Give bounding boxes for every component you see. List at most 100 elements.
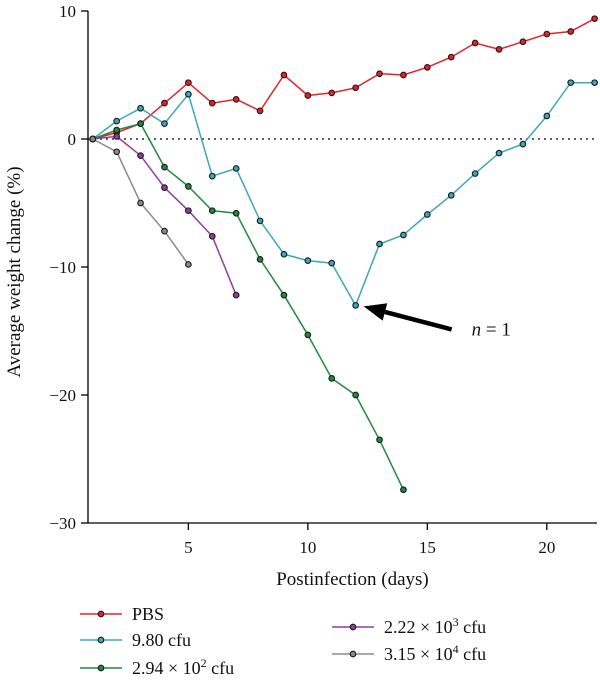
data-point bbox=[208, 232, 216, 240]
legend-swatch-marker bbox=[349, 623, 357, 631]
data-point bbox=[376, 70, 383, 78]
data-point bbox=[304, 257, 312, 264]
data-point bbox=[304, 331, 312, 339]
legend-swatch-marker bbox=[97, 610, 105, 618]
data-point bbox=[280, 250, 288, 258]
series-1 bbox=[89, 79, 598, 309]
y-tick-label: −30 bbox=[49, 514, 76, 533]
series-line bbox=[92, 18, 595, 140]
data-point bbox=[447, 53, 455, 61]
data-point bbox=[352, 84, 359, 92]
data-point bbox=[185, 183, 192, 190]
data-point bbox=[113, 126, 121, 134]
data-point bbox=[304, 92, 312, 99]
data-point bbox=[376, 436, 383, 444]
data-point bbox=[328, 375, 336, 382]
data-point bbox=[185, 90, 192, 98]
series-2 bbox=[89, 120, 407, 494]
data-point bbox=[161, 163, 168, 171]
legend-swatch-marker bbox=[97, 636, 105, 644]
data-point bbox=[519, 140, 527, 148]
legend-label: 9.80 cfu bbox=[132, 630, 191, 650]
data-point bbox=[113, 148, 121, 156]
legend-item: 2.22 × 103 cfu bbox=[332, 615, 486, 637]
data-point bbox=[137, 104, 144, 112]
data-point bbox=[400, 71, 407, 79]
data-point bbox=[567, 79, 575, 87]
data-point bbox=[137, 152, 144, 159]
x-tick-label: 15 bbox=[419, 538, 436, 557]
legend-item: PBS bbox=[80, 604, 164, 624]
data-point bbox=[185, 207, 192, 215]
data-point bbox=[185, 79, 192, 87]
y-tick-label: −20 bbox=[49, 386, 76, 405]
data-point bbox=[376, 240, 383, 248]
data-point bbox=[280, 291, 288, 299]
data-point bbox=[519, 38, 527, 46]
data-point bbox=[256, 255, 264, 263]
x-tick-label: 10 bbox=[299, 538, 316, 557]
axes bbox=[87, 11, 597, 524]
data-point bbox=[423, 211, 431, 218]
legend-item: 3.15 × 104 cfu bbox=[332, 642, 486, 664]
data-point bbox=[352, 391, 359, 399]
data-point bbox=[208, 172, 216, 180]
annotation-layer: n = 1 bbox=[363, 303, 511, 340]
data-point bbox=[256, 107, 264, 115]
data-point bbox=[161, 99, 168, 107]
legend-label: 2.94 × 102 cfu bbox=[132, 656, 234, 678]
data-point bbox=[352, 302, 359, 309]
data-point bbox=[447, 191, 455, 199]
y-tick-label: −10 bbox=[49, 258, 76, 277]
data-point bbox=[208, 99, 216, 107]
data-point bbox=[495, 46, 503, 53]
ticks: 10 0 −10 −20 −30 5 10 15 20 bbox=[49, 2, 555, 557]
data-point bbox=[328, 259, 336, 267]
legend-label: PBS bbox=[132, 604, 164, 624]
data-point bbox=[232, 95, 240, 103]
data-point bbox=[400, 486, 407, 494]
legend-swatch-marker bbox=[349, 650, 357, 658]
y-axis-label: Average weight change (%) bbox=[4, 166, 25, 377]
legend-label: 2.22 × 103 cfu bbox=[384, 615, 486, 637]
data-point bbox=[161, 227, 168, 235]
data-point bbox=[280, 71, 288, 79]
data-point bbox=[208, 207, 216, 215]
data-point bbox=[185, 261, 192, 268]
data-point bbox=[113, 117, 121, 125]
series-3 bbox=[89, 133, 240, 299]
data-point bbox=[423, 63, 431, 71]
data-point bbox=[543, 30, 551, 38]
data-point bbox=[232, 209, 240, 217]
data-point bbox=[161, 120, 168, 127]
x-tick-label: 20 bbox=[538, 538, 555, 557]
x-axis-label: Postinfection (days) bbox=[276, 569, 429, 590]
data-point bbox=[328, 89, 336, 97]
data-point bbox=[591, 79, 598, 87]
legend: PBS 9.80 cfu 2.94 × 102 cfu 2.22 × 103 cfu 3… bbox=[80, 604, 486, 678]
data-point bbox=[137, 120, 144, 127]
data-point bbox=[137, 199, 144, 207]
data-point bbox=[113, 133, 121, 140]
data-point bbox=[471, 170, 479, 177]
data-point bbox=[256, 217, 264, 225]
legend-item: 2.94 × 102 cfu bbox=[80, 656, 234, 678]
data-point bbox=[471, 39, 479, 47]
data-point bbox=[232, 291, 240, 299]
data-point bbox=[495, 149, 503, 157]
data-point bbox=[567, 28, 575, 35]
y-tick-label: 0 bbox=[68, 130, 77, 149]
series-line bbox=[92, 81, 595, 308]
series-line bbox=[92, 122, 405, 491]
legend-label: 3.15 × 104 cfu bbox=[384, 642, 486, 664]
data-point bbox=[400, 231, 407, 239]
data-point bbox=[543, 112, 551, 120]
legend-swatch-marker bbox=[97, 664, 105, 672]
annotation-arrow bbox=[384, 309, 453, 332]
x-tick-label: 5 bbox=[184, 538, 193, 557]
data-point bbox=[232, 165, 240, 172]
data-point bbox=[161, 184, 168, 191]
data-point bbox=[591, 15, 598, 23]
series-layer bbox=[89, 15, 598, 494]
